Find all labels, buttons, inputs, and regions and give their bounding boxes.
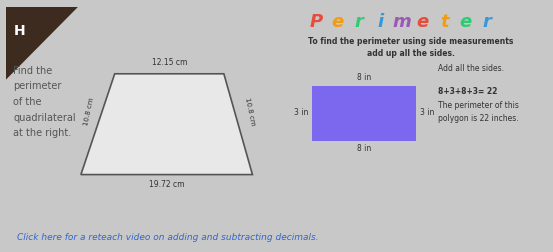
Text: 10.8 cm: 10.8 cm	[244, 97, 255, 126]
Text: To find the perimeter using side measurements
add up all the sides.: To find the perimeter using side measure…	[308, 37, 513, 58]
Text: 3 in: 3 in	[294, 107, 309, 116]
Text: Click here for a reteach video on adding and subtracting decimals.: Click here for a reteach video on adding…	[17, 232, 318, 241]
Text: i: i	[377, 13, 383, 31]
Text: e: e	[331, 13, 343, 31]
Text: The perimeter of this
polygon is 22 inches.: The perimeter of this polygon is 22 inch…	[438, 101, 519, 122]
Text: Find the
perimeter
of the
quadrilateral
at the right.: Find the perimeter of the quadrilateral …	[13, 66, 76, 138]
Text: 3 in: 3 in	[420, 107, 434, 116]
Text: 10.8 cm: 10.8 cm	[83, 97, 95, 126]
Text: e: e	[417, 13, 429, 31]
Polygon shape	[81, 75, 253, 175]
Text: m: m	[392, 13, 411, 31]
Text: 8 in: 8 in	[357, 143, 371, 152]
Text: e: e	[460, 13, 472, 31]
Text: r: r	[354, 13, 363, 31]
Text: 12.15 cm: 12.15 cm	[152, 58, 187, 67]
Text: t: t	[440, 13, 448, 31]
Text: P: P	[310, 13, 323, 31]
Polygon shape	[6, 8, 79, 81]
Text: 19.72 cm: 19.72 cm	[149, 179, 184, 188]
Text: r: r	[483, 13, 492, 31]
Text: 8 in: 8 in	[357, 73, 371, 82]
Text: Add all the sides.: Add all the sides.	[438, 63, 504, 72]
Text: H: H	[14, 24, 25, 38]
Bar	[312, 87, 416, 141]
Text: 8+3+8+3= 22: 8+3+8+3= 22	[438, 86, 497, 95]
